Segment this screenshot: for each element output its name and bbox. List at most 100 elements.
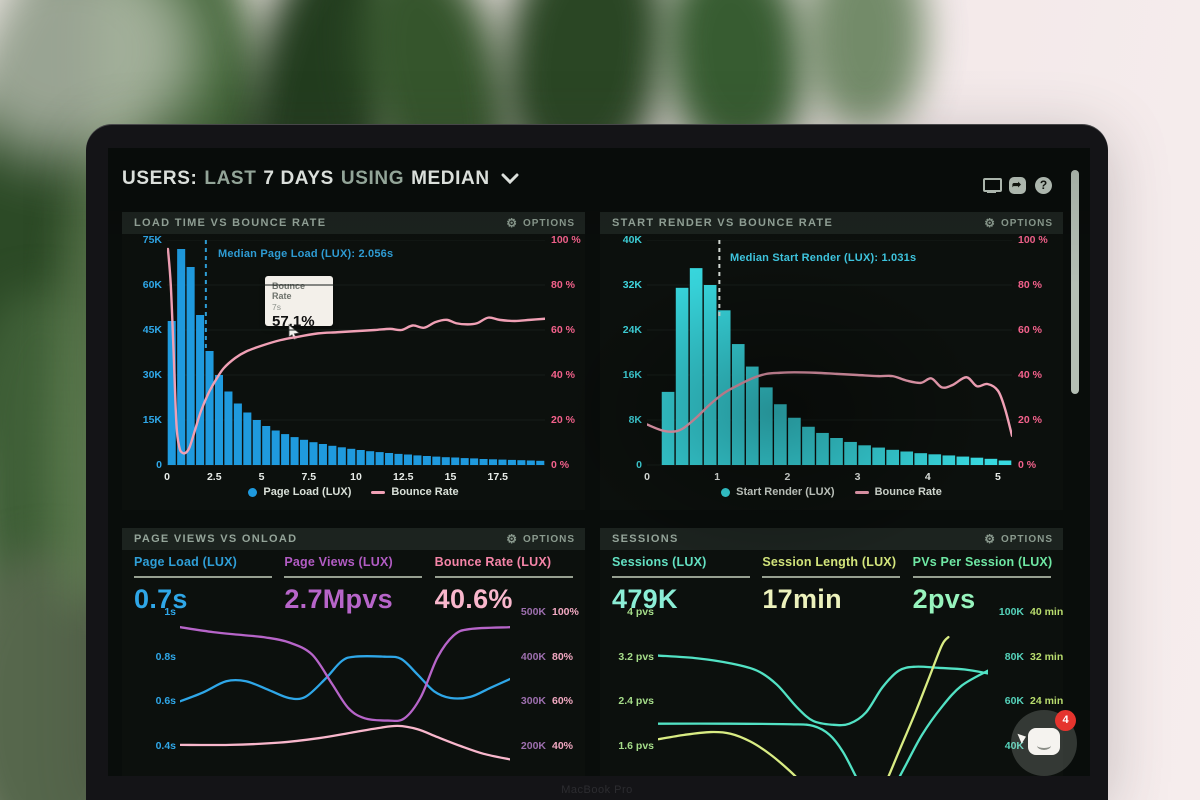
x-axis-label: 5 [995,471,1001,483]
options-button[interactable]: ⚙ OPTIONS [984,533,1053,545]
stat-label: PVs Per Session (LUX) [912,555,1053,569]
y-axis-right-label: 60 % [551,324,575,336]
row-left-axis-label: 0.4s [155,740,176,752]
y-axis-right-label: 60 % [1018,324,1042,336]
stat-label: Page Views (LUX) [284,555,393,569]
y-axis-left-label: 60K [142,279,162,291]
y-axis-left-label: 32K [622,279,642,291]
monitor-icon[interactable] [983,177,1002,194]
start_render-chart [647,240,1012,466]
x-axis-label: 0 [644,471,650,483]
load_time-chart [167,240,545,466]
share-icon[interactable]: ➦ [1009,177,1026,194]
stat-value: 479K [612,584,678,614]
y-axis-left-label: 16K [622,369,642,381]
legend-dash-icon [854,490,869,494]
stat-rule [762,576,901,578]
x-axis-label: 0 [164,471,170,483]
row-k-axis-label: 200K [520,740,546,752]
options-button[interactable]: ⚙ OPTIONS [984,217,1053,229]
y-axis-right-label: 40 % [551,369,575,381]
panel-title: SESSIONS [612,533,679,545]
x-axis-label: 4 [924,471,931,483]
legend-line-label: Bounce Rate [391,486,459,498]
row-k-axis-label: 40K [1004,740,1024,752]
stat-value: 17min [762,584,842,614]
legend: Page Load (LUX) Bounce Rate [122,486,585,498]
options-button[interactable]: ⚙ OPTIONS [506,533,575,545]
x-axis-label: 12.5 [393,471,414,483]
dashboard-screen: USERS: LAST 7 DAYS USING MEDIAN ➦ ? [108,148,1090,776]
row-left-axis-label: 1.6 pvs [618,740,654,752]
chat-bubble-tail [1014,733,1027,745]
help-icon[interactable]: ? [1035,177,1052,194]
options-button[interactable]: ⚙ OPTIONS [506,217,575,229]
stats-row: Page Load (LUX) 0.7s Page Views (LUX) 2.… [134,555,585,615]
stat-bounce-rate: Bounce Rate (LUX) 40.6% [434,555,585,615]
stats-row: Sessions (LUX) 479K Session Length (LUX)… [612,555,1063,615]
y-axis-right-label: 80 % [1018,279,1042,291]
legend-dot-icon [248,487,258,497]
chevron-down-icon[interactable] [501,168,519,190]
row-k-axis-label: 500K [520,606,546,618]
y-axis-right-label: 100 % [1018,234,1048,246]
y-axis-right-label: 0 % [551,459,570,471]
panel-start-render: START RENDER VS BOUNCE RATE ⚙ OPTIONS Me… [600,212,1063,510]
row-unit-axis-label: 40% [552,740,574,752]
stat-label: Sessions (LUX) [612,555,707,569]
chart-tooltip: Bounce Rate 7s 57.1% [265,276,333,330]
y-axis-left-label: 0 [156,459,162,471]
x-axis-label: 2 [784,471,791,483]
chat-bubble-icon [1028,728,1060,755]
row-k-axis-label: 60K [1004,695,1024,708]
notification-badge: 4 [1055,710,1076,731]
row-left-axis-label: 0.6s [155,695,176,708]
stat-sessions: Sessions (LUX) 479K [612,555,762,615]
panel-title: LOAD TIME VS BOUNCE RATE [134,217,327,229]
gear-icon: ⚙ [506,216,518,230]
header-users-label: USERS: [122,168,198,189]
panel-title: PAGE VIEWS VS ONLOAD [134,533,298,545]
options-label: OPTIONS [522,533,575,545]
gear-icon: ⚙ [984,216,996,230]
gear-icon: ⚙ [984,532,996,546]
row-k-axis-label: 300K [520,695,546,708]
row-unit-axis-label: 60% [552,695,574,708]
y-axis-left-label: 8K [628,414,642,426]
gear-icon: ⚙ [506,532,518,546]
legend: Start Render (LUX) Bounce Rate [600,486,1063,498]
panel-start-render-header: START RENDER VS BOUNCE RATE ⚙ OPTIONS [600,212,1063,234]
stat-rule [134,576,272,578]
dashboard-header[interactable]: USERS: LAST 7 DAYS USING MEDIAN [122,168,519,190]
options-label: OPTIONS [1000,217,1053,229]
row-k-axis-label: 80K [1004,650,1024,663]
row-left-axis-label: 2.4 pvs [618,695,654,708]
y-axis-left-label: 45K [142,324,162,336]
stat-rule [612,576,750,578]
row-k-axis-label: 400K [520,650,546,663]
stat-value: 0.7s [134,584,188,614]
stat-label: Session Length (LUX) [762,555,897,569]
options-label: OPTIONS [1000,533,1053,545]
x-axis-label: 15 [444,471,457,483]
median-annotation: Median Start Render (LUX): 1.031s [730,252,917,264]
stat-label: Page Load (LUX) [134,555,238,569]
sessions-chart [658,635,988,776]
stat-page-views: Page Views (LUX) 2.7Mpvs [284,555,434,615]
stat-page-load: Page Load (LUX) 0.7s [134,555,284,615]
row-unit-axis-label: 100% [552,606,579,618]
panel-page-views: PAGE VIEWS VS ONLOAD ⚙ OPTIONS Page Load… [122,528,585,776]
scrollbar-thumb[interactable] [1071,170,1079,394]
stat-label: Bounce Rate (LUX) [434,555,552,569]
y-axis-right-label: 0 % [1018,459,1037,471]
row-left-axis-label: 1s [164,606,176,618]
stat-value: 2.7Mpvs [284,584,393,614]
chat-widget-button[interactable]: 4 [1011,710,1077,776]
legend-dash-icon [371,490,386,494]
y-axis-left-label: 24K [622,324,642,336]
y-axis-left-label: 0 [636,459,642,471]
row-unit-axis-label: 24 min [1030,695,1063,708]
row-left-axis-label: 3.2 pvs [618,650,654,663]
stat-value: 40.6% [434,584,513,614]
x-axis-label: 2.5 [206,471,222,483]
